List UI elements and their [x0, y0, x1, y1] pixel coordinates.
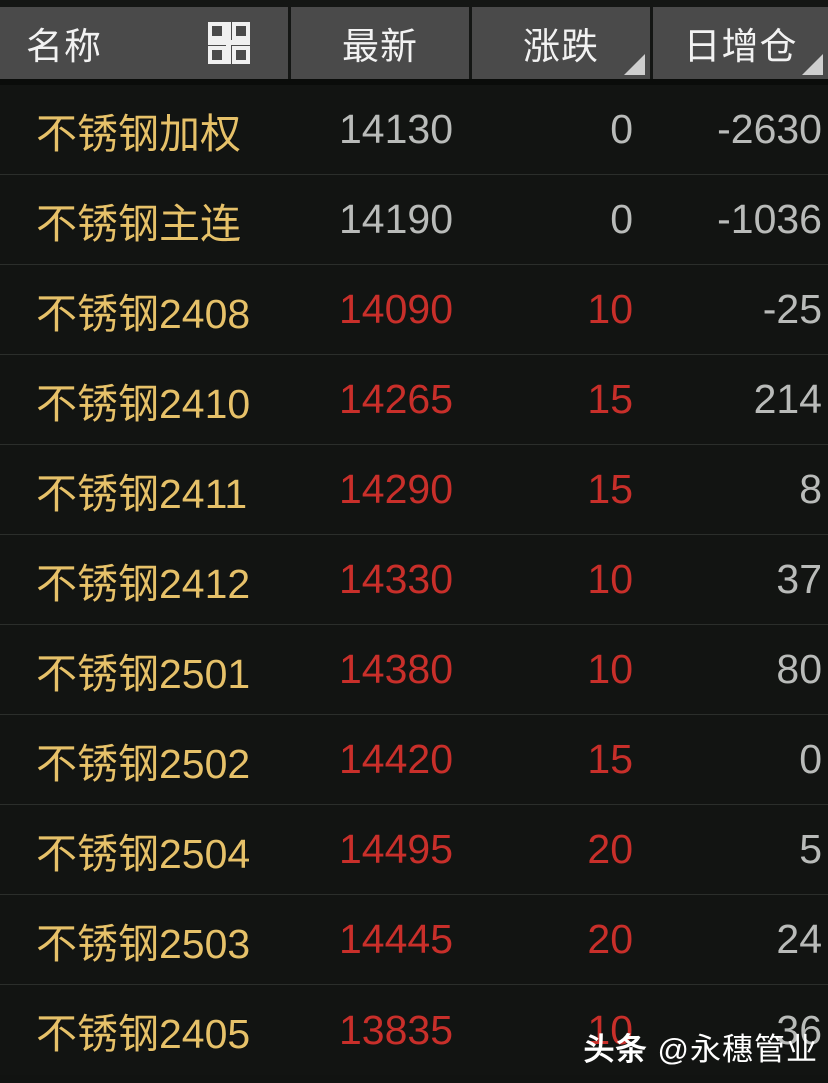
- header-divider: [650, 7, 653, 79]
- cell-open-interest-change: 80: [776, 646, 822, 692]
- cell-open-interest-change: -2630: [717, 106, 822, 152]
- table-row[interactable]: 不锈钢2504 14495 20 5: [0, 805, 828, 895]
- cell-open-interest-change: 36: [776, 1006, 822, 1053]
- sort-indicator-icon: [802, 54, 823, 75]
- cell-change: 0: [610, 106, 633, 152]
- table-row[interactable]: 不锈钢2405 13835 10 36: [0, 985, 828, 1075]
- table-row[interactable]: 不锈钢2408 14090 10 -25: [0, 265, 828, 355]
- cell-instrument-name: 不锈钢2504: [36, 830, 251, 877]
- column-header-open-interest[interactable]: 日增仓: [653, 7, 828, 79]
- top-strip: [0, 0, 828, 7]
- table-row[interactable]: 不锈钢主连 14190 0 -1036: [0, 175, 828, 265]
- table-row[interactable]: 不锈钢2503 14445 20 24: [0, 895, 828, 985]
- column-header-name-label: 名称: [26, 26, 102, 67]
- cell-change: 10: [587, 646, 633, 692]
- cell-change: 15: [587, 466, 633, 512]
- cell-last-price: 14330: [338, 556, 453, 602]
- cell-open-interest-change: 24: [776, 916, 822, 962]
- column-header-change-label: 涨跌: [523, 26, 599, 67]
- table-row[interactable]: 不锈钢2502 14420 15 0: [0, 715, 828, 805]
- cell-last-price: 14190: [338, 196, 453, 242]
- column-header-last-label: 最新: [342, 26, 419, 67]
- table-row[interactable]: 不锈钢2411 14290 15 8: [0, 445, 828, 535]
- cell-change: 15: [587, 736, 633, 782]
- cell-last-price: 14495: [338, 826, 453, 872]
- cell-last-price: 14380: [338, 646, 453, 692]
- cell-change: 20: [587, 826, 633, 872]
- column-header-change[interactable]: 涨跌: [472, 7, 650, 79]
- grid-layout-icon[interactable]: [208, 22, 251, 64]
- cell-last-price: 14290: [338, 466, 453, 512]
- quote-row-list: 不锈钢加权 14130 0 -2630 不锈钢主连 14190 0 -1036 不锈钢2408 1…: [0, 85, 828, 1075]
- column-header-last[interactable]: 最新: [291, 7, 469, 79]
- cell-instrument-name: 不锈钢2408: [36, 290, 251, 337]
- cell-last-price: 14265: [338, 376, 453, 422]
- cell-instrument-name: 不锈钢2411: [36, 470, 248, 517]
- cell-instrument-name: 不锈钢加权: [36, 110, 241, 157]
- cell-change: 15: [587, 376, 633, 422]
- cell-open-interest-change: 214: [753, 376, 822, 422]
- cell-change: 10: [587, 1006, 633, 1053]
- cell-instrument-name: 不锈钢2412: [36, 560, 251, 607]
- column-header-name[interactable]: 名称: [0, 7, 288, 79]
- header-divider: [469, 7, 472, 79]
- cell-open-interest-change: 0: [799, 736, 822, 782]
- cell-open-interest-change: -1036: [717, 196, 822, 242]
- cell-last-price: 14090: [338, 286, 453, 332]
- cell-change: 10: [587, 556, 633, 602]
- cell-instrument-name: 不锈钢2503: [36, 920, 251, 967]
- table-row[interactable]: 不锈钢2412 14330 10 37: [0, 535, 828, 625]
- cell-last-price: 13835: [338, 1006, 453, 1053]
- table-row[interactable]: 不锈钢2501 14380 10 80: [0, 625, 828, 715]
- cell-change: 20: [587, 916, 633, 962]
- header-divider: [288, 7, 292, 79]
- column-header-open-interest-label: 日增仓: [683, 26, 798, 67]
- cell-open-interest-change: 8: [799, 466, 822, 512]
- cell-last-price: 14445: [338, 916, 453, 962]
- cell-change: 10: [587, 286, 633, 332]
- cell-instrument-name: 不锈钢主连: [36, 200, 241, 247]
- cell-instrument-name: 不锈钢2501: [36, 650, 251, 697]
- cell-instrument-name: 不锈钢2405: [36, 1011, 251, 1057]
- table-header-row: 名称 最新 涨跌 日增仓: [0, 7, 828, 85]
- cell-instrument-name: 不锈钢2502: [36, 740, 251, 787]
- table-row[interactable]: 不锈钢2410 14265 15 214: [0, 355, 828, 445]
- cell-last-price: 14420: [338, 736, 453, 782]
- cell-open-interest-change: -25: [762, 286, 822, 332]
- cell-change: 0: [610, 196, 633, 242]
- table-row[interactable]: 不锈钢加权 14130 0 -2630: [0, 85, 828, 175]
- cell-last-price: 14130: [338, 106, 453, 152]
- cell-instrument-name: 不锈钢2410: [36, 380, 251, 427]
- cell-open-interest-change: 5: [799, 826, 822, 872]
- cell-open-interest-change: 37: [776, 556, 822, 602]
- sort-indicator-icon: [624, 54, 645, 75]
